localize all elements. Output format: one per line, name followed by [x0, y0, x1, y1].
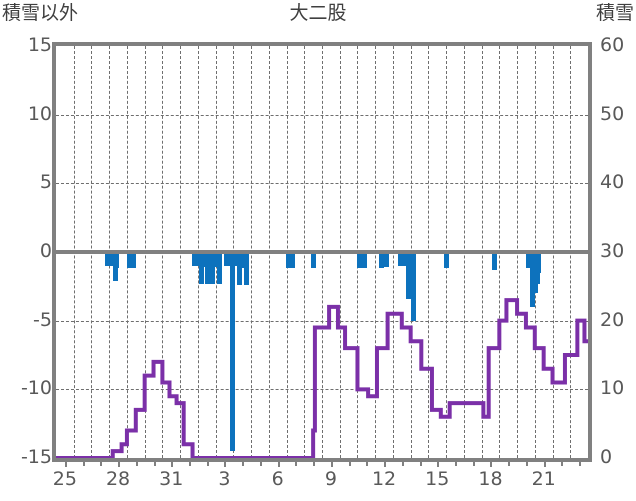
y-tick-label-left: 10	[27, 102, 52, 125]
precipitation-bar	[289, 252, 295, 269]
x-minor-tick-mark	[579, 462, 582, 466]
snow-depth-line	[56, 46, 588, 458]
x-minor-tick-mark	[189, 462, 191, 466]
x-minor-tick-mark	[437, 462, 440, 466]
y-tick-label-left: -5	[33, 308, 52, 331]
x-tick-label: 12	[371, 468, 397, 490]
x-minor-tick-mark	[472, 462, 475, 466]
precipitation-bar	[229, 252, 235, 452]
precipitation-bar	[378, 252, 384, 269]
precipitation-bar	[236, 252, 242, 285]
precipitation-bar	[131, 252, 137, 269]
plot-area	[52, 42, 592, 462]
x-tick-label: 31	[159, 468, 184, 490]
x-minor-tick-mark	[153, 462, 156, 466]
x-tick-label: 21	[531, 468, 556, 490]
y-tick-label-left: 15	[27, 34, 52, 56]
precipitation-bar	[361, 252, 367, 269]
precipitation-bar	[202, 252, 208, 268]
precipitation-bar	[400, 252, 406, 266]
x-minor-tick-mark	[242, 462, 245, 466]
x-minor-tick-mark	[135, 462, 138, 466]
y-tick-label-right: 30	[600, 240, 625, 262]
x-minor-tick-mark	[330, 462, 333, 466]
precipitation-bar	[411, 252, 417, 321]
x-minor-tick-mark	[82, 462, 85, 466]
y-tick-label-left: -15	[20, 446, 52, 468]
precipitation-bar	[204, 252, 210, 284]
x-minor-tick-mark	[490, 462, 493, 466]
precipitation-bar	[243, 252, 249, 285]
x-minor-tick-mark	[171, 462, 174, 466]
x-minor-tick-mark	[224, 462, 227, 466]
x-minor-tick-mark	[64, 462, 67, 466]
precipitation-bar	[383, 252, 389, 268]
y-tick-label-right: 40	[600, 171, 625, 194]
precipitation-bar	[217, 252, 223, 284]
y-tick-label-right: 0	[600, 446, 613, 468]
y-tick-label-left: 5	[39, 171, 52, 194]
x-minor-tick-mark	[348, 462, 351, 466]
precipitation-bar	[444, 252, 450, 269]
x-minor-tick-mark	[455, 462, 457, 466]
precipitation-bar	[233, 252, 239, 266]
y-tick-label-right: 20	[600, 308, 625, 331]
precipitation-bar	[126, 252, 132, 269]
x-tick-label: 18	[478, 468, 503, 490]
zero-reference-line	[56, 250, 588, 254]
y-tick-label-right: 10	[600, 377, 625, 400]
x-minor-tick-mark	[508, 462, 511, 466]
left-axis-title: 積雪以外	[2, 2, 79, 24]
y-tick-label-left: -10	[20, 377, 52, 400]
precipitation-bar	[398, 252, 404, 266]
x-minor-tick-mark	[206, 462, 209, 466]
x-minor-tick-mark	[313, 462, 316, 466]
x-minor-tick-mark	[259, 462, 262, 466]
x-tick-label: 15	[425, 468, 450, 490]
x-tick-label: 25	[52, 468, 77, 490]
precipitation-bar	[114, 252, 120, 269]
precipitation-bar	[213, 252, 219, 268]
x-tick-label: 9	[324, 468, 337, 490]
x-minor-tick-mark	[277, 462, 280, 466]
precipitation-bar	[406, 252, 411, 299]
precipitation-bar	[525, 252, 531, 269]
x-minor-tick-mark	[419, 462, 422, 466]
x-minor-tick-mark	[118, 462, 121, 466]
y-tick-label-right: 50	[600, 102, 625, 125]
precipitation-bar	[311, 252, 317, 269]
x-minor-tick-mark	[543, 462, 546, 466]
x-minor-tick-mark	[366, 462, 369, 466]
x-tick-label: 6	[271, 468, 284, 490]
precipitation-bar	[530, 252, 536, 307]
precipitation-bar	[210, 252, 216, 284]
x-minor-tick-mark	[384, 462, 387, 466]
x-minor-tick-mark	[525, 462, 528, 466]
precipitation-bar	[207, 252, 213, 266]
y-tick-label-right: 60	[600, 34, 625, 56]
precipitation-bar	[357, 252, 363, 269]
x-tick-label: 28	[105, 468, 131, 490]
x-minor-tick-mark	[100, 462, 103, 466]
y-tick-label-left: 0	[39, 240, 52, 262]
precipitation-bar	[199, 252, 205, 284]
right-axis-title: 積雪	[595, 2, 634, 24]
precipitation-bar	[536, 252, 542, 273]
x-minor-tick-mark	[295, 462, 298, 466]
precipitation-bar	[403, 252, 409, 266]
precipitation-bar	[240, 252, 246, 269]
x-tick-label: 3	[218, 468, 231, 490]
precipitation-bar	[492, 252, 497, 270]
precipitation-bar	[408, 252, 414, 266]
precipitation-bar	[286, 252, 292, 269]
chart-title: 大二股	[289, 2, 347, 24]
x-minor-tick-mark	[401, 462, 404, 466]
x-minor-tick-mark	[561, 462, 564, 466]
